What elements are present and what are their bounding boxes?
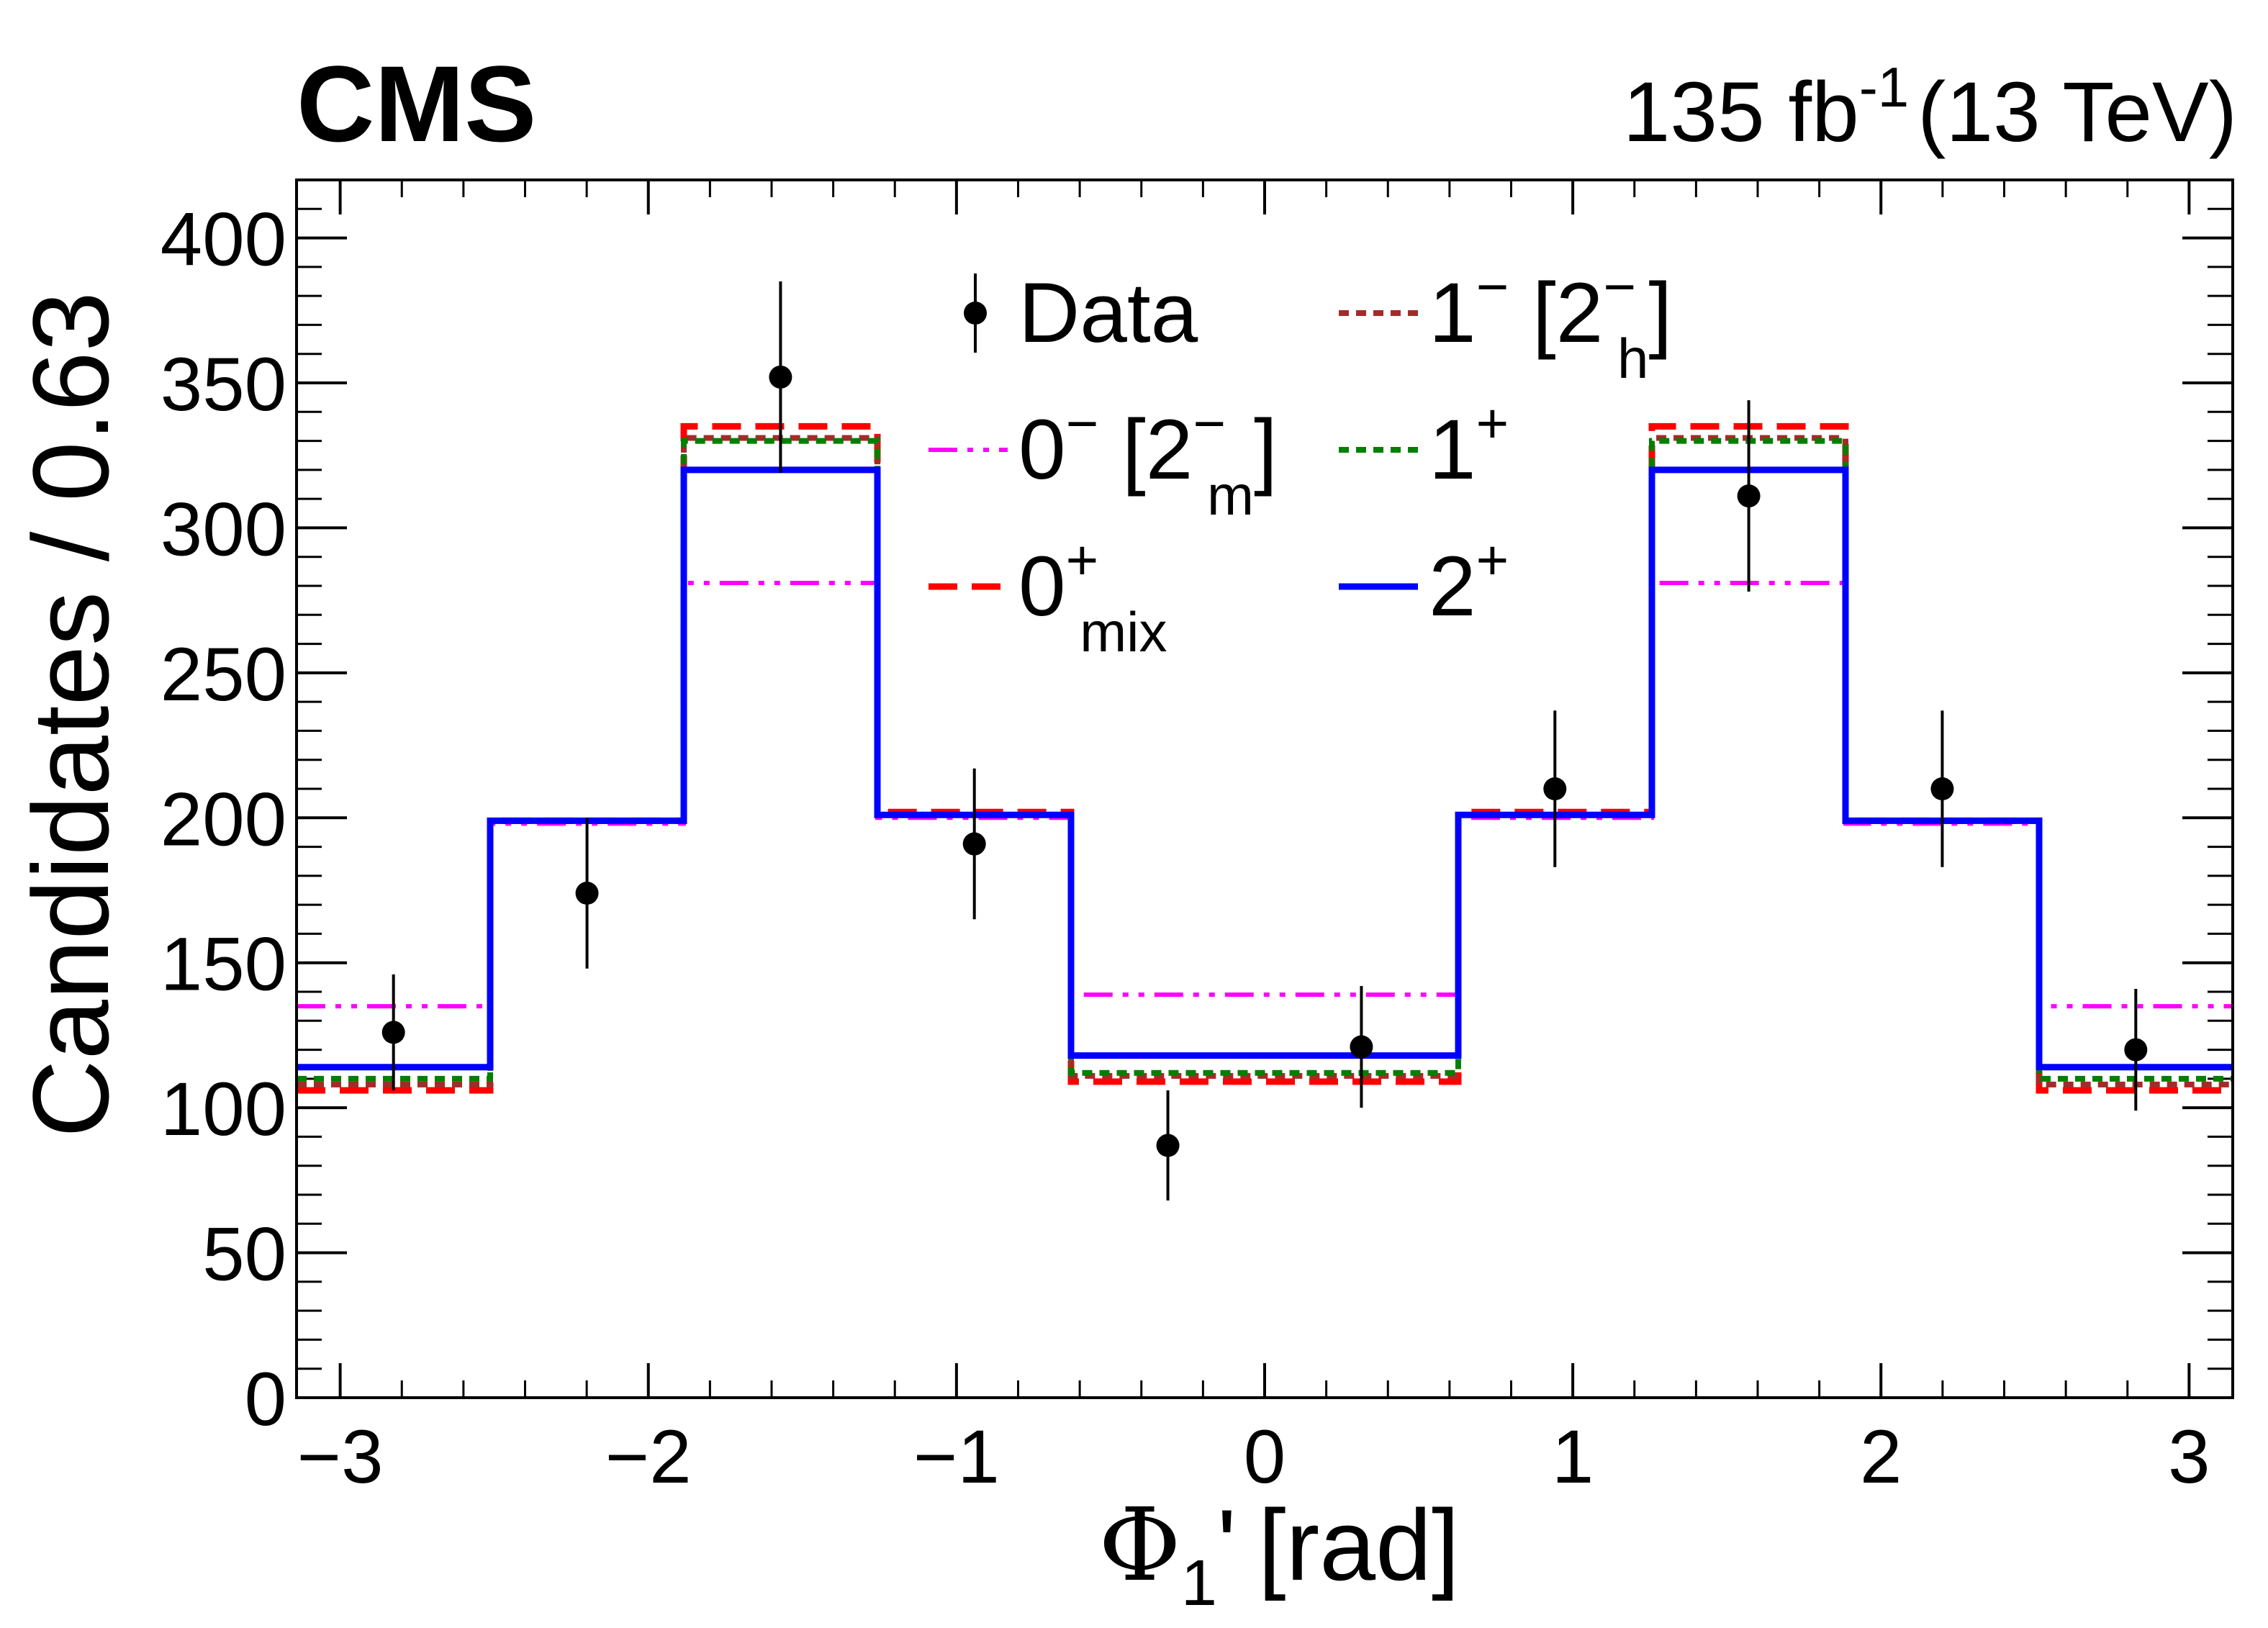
legend-label-part: m (1207, 463, 1254, 527)
y-tick-label: 250 (161, 633, 286, 717)
data-point (1930, 777, 1954, 800)
legend-label: 2+ (1429, 528, 1509, 634)
y-tick-labels: 0 50 100 150 200 250 300 350 400 (161, 198, 286, 1442)
y-tick-label: 300 (161, 487, 286, 571)
legend: Data 1− [2− h]0− [2− m] 1+0+ mix 2+ (929, 255, 1672, 664)
legend-label-part: 1 (1429, 402, 1476, 497)
legend-label-part: + (1066, 528, 1099, 592)
legend-label: 1− [2− h] (1429, 255, 1672, 390)
x-tick-label: 2 (1860, 1415, 1902, 1499)
legend-label: 1+ (1429, 392, 1509, 497)
data-point (575, 882, 599, 905)
data-point (769, 365, 792, 389)
energy-label: (13 TeV) (1917, 65, 2237, 160)
legend-label-part: Data (1018, 266, 1198, 361)
legend-label-part: 1 (1429, 266, 1476, 361)
legend-entry-two_plus: 2+ (1339, 528, 1509, 634)
y-tick-label: 200 (161, 777, 286, 862)
data-point (1737, 484, 1761, 508)
legend-entry-zero_mix: 0+ mix (929, 528, 1167, 664)
x-axis-subscript: 1 (1181, 1547, 1217, 1619)
legend-label-part: + (1476, 528, 1509, 592)
x-axis-title: Φ1' [rad] (1098, 1487, 1460, 1619)
legend-entry-one_minus: 1− [2− h] (1339, 255, 1672, 390)
y-tick-label: 50 (202, 1213, 286, 1297)
legend-label-part: [2 (1098, 402, 1193, 497)
data-point (962, 832, 986, 856)
x-tick-label: −3 (297, 1415, 384, 1499)
legend-label-part: 0 (1018, 402, 1066, 497)
y-tick-label: 0 (245, 1357, 286, 1442)
x-axis-unit: [rad] (1258, 1488, 1460, 1601)
legend-label-part: ] (1648, 266, 1672, 361)
y-tick-label: 350 (161, 343, 286, 427)
legend-label-part: ] (1254, 402, 1278, 497)
legend-entry-data: Data (964, 266, 1198, 361)
lumi-value: 135 fb (1623, 65, 1859, 160)
legend-label-part: h (1617, 327, 1648, 390)
data-points (381, 281, 2148, 1201)
x-tick-label: 1 (1552, 1415, 1594, 1499)
x-axis-symbol: Φ (1098, 1487, 1181, 1604)
x-tick-labels: −3 −2 −1 0 1 2 3 (297, 1415, 2210, 1499)
y-tick-label: 150 (161, 923, 286, 1007)
legend-label-part: [2 (1509, 266, 1603, 361)
legend-entry-zero_minus: 0− [2− m] (929, 392, 1278, 527)
legend-label-part: + (1476, 392, 1509, 455)
y-tick-label: 400 (161, 198, 286, 282)
x-tick-label: −1 (913, 1415, 1000, 1499)
legend-label-part: − (1066, 392, 1099, 455)
axis-ticks (297, 178, 2233, 1399)
legend-label: Data (1018, 266, 1198, 361)
legend-label-part: 2 (1429, 539, 1476, 634)
data-point (2124, 1038, 2148, 1062)
legend-label: 0− [2− m] (1018, 392, 1278, 527)
experiment-label: CMS (297, 43, 536, 164)
legend-label: 0+ mix (1018, 528, 1167, 664)
legend-data-marker (964, 302, 987, 325)
legend-label-part: − (1476, 255, 1509, 318)
x-tick-label: 0 (1244, 1415, 1286, 1499)
x-tick-label: −2 (605, 1415, 692, 1499)
legend-entry-one_plus: 1+ (1339, 392, 1509, 497)
y-axis-title: Candidates / 0.63 (10, 291, 131, 1138)
lumi-exponent: -1 (1859, 55, 1909, 119)
legend-label-part: − (1603, 255, 1636, 318)
histogram-two_plus (297, 466, 2233, 1071)
data-point (381, 1021, 405, 1044)
legend-label-part: mix (1080, 600, 1167, 664)
data-point (1543, 777, 1567, 800)
x-tick-label: 3 (2168, 1415, 2210, 1499)
legend-label-part: − (1193, 392, 1226, 455)
y-tick-label: 100 (161, 1067, 286, 1152)
legend-label-part: 0 (1018, 539, 1066, 634)
data-point (1350, 1035, 1373, 1059)
lumi-label: 135 fb-1 (13 TeV) (1623, 55, 2237, 160)
data-point (1156, 1134, 1180, 1157)
histogram-series (297, 422, 2233, 1094)
plot-frame (295, 178, 2234, 1399)
x-axis-prime: ' (1217, 1488, 1237, 1601)
